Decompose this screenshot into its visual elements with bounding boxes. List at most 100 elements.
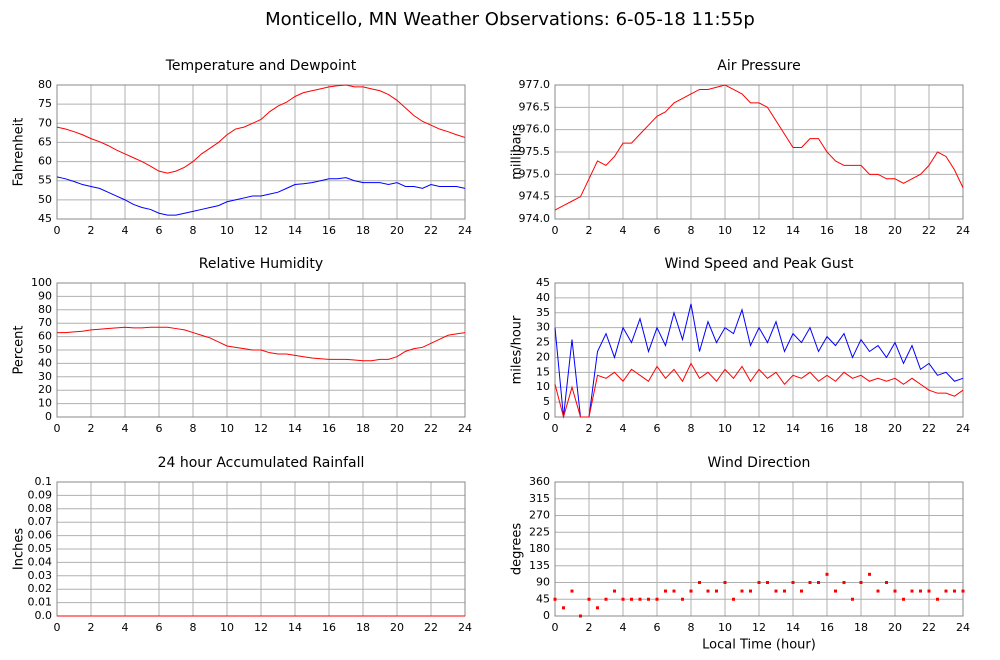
y-tick-label: 45 bbox=[536, 276, 550, 289]
x-tick-label: 22 bbox=[922, 621, 936, 634]
y-tick-label: 70 bbox=[38, 116, 52, 129]
x-tick-label: 4 bbox=[122, 422, 129, 435]
y-tick-label: 0.01 bbox=[28, 596, 53, 609]
x-tick-label: 14 bbox=[786, 422, 800, 435]
x-tick-label: 10 bbox=[220, 621, 234, 634]
x-tick-label: 18 bbox=[356, 224, 370, 237]
y-tick-label: 75 bbox=[38, 97, 52, 110]
data-point bbox=[706, 589, 710, 593]
x-tick-label: 12 bbox=[254, 422, 268, 435]
data-point bbox=[766, 581, 769, 584]
x-tick-label: 22 bbox=[922, 422, 936, 435]
x-tick-label: 8 bbox=[190, 422, 197, 435]
data-point bbox=[562, 606, 565, 610]
y-axis-label: degrees bbox=[510, 523, 525, 576]
x-tick-label: 8 bbox=[190, 621, 197, 634]
y-tick-label: 20 bbox=[536, 350, 550, 363]
y-tick-label: 0.04 bbox=[28, 555, 53, 568]
data-point bbox=[553, 597, 557, 601]
data-line bbox=[554, 362, 964, 419]
x-tick-label: 14 bbox=[288, 422, 302, 435]
data-point bbox=[689, 589, 693, 593]
x-tick-label: 20 bbox=[888, 422, 902, 435]
x-tick-label: 24 bbox=[956, 422, 970, 435]
x-tick-label: 20 bbox=[390, 422, 404, 435]
data-point bbox=[825, 572, 829, 576]
data-line bbox=[56, 176, 466, 216]
y-tick-label: 976.5 bbox=[519, 100, 551, 113]
y-tick-label: 0.07 bbox=[28, 515, 53, 528]
x-tick-label: 8 bbox=[688, 422, 695, 435]
x-tick-label: 2 bbox=[586, 422, 593, 435]
data-point bbox=[817, 581, 820, 584]
x-tick-label: 10 bbox=[718, 224, 732, 237]
panel-title: Relative Humidity bbox=[199, 256, 323, 272]
y-tick-label: 10 bbox=[38, 397, 52, 410]
x-tick-label: 16 bbox=[820, 621, 834, 634]
x-tick-label: 2 bbox=[586, 224, 593, 237]
data-point bbox=[672, 589, 676, 593]
plot-frame bbox=[56, 84, 466, 220]
x-tick-label: 6 bbox=[654, 224, 661, 237]
x-tick-label: 4 bbox=[620, 621, 627, 634]
data-point bbox=[579, 614, 582, 618]
x-tick-label: 0 bbox=[54, 224, 61, 237]
data-point bbox=[621, 597, 625, 601]
y-tick-label: 974.5 bbox=[519, 190, 551, 203]
data-point bbox=[859, 581, 863, 584]
data-point bbox=[910, 589, 914, 593]
x-tick-label: 20 bbox=[888, 621, 902, 634]
y-tick-label: 0.08 bbox=[28, 502, 53, 515]
y-tick-label: 20 bbox=[38, 383, 52, 396]
panel-title: 24 hour Accumulated Rainfall bbox=[158, 455, 365, 471]
y-axis-label: Fahrenheit bbox=[12, 118, 27, 187]
y-tick-label: 974.0 bbox=[519, 212, 551, 225]
x-tick-label: 12 bbox=[254, 621, 268, 634]
data-point bbox=[715, 589, 718, 593]
x-tick-label: 0 bbox=[552, 422, 559, 435]
y-tick-label: 225 bbox=[529, 525, 550, 538]
x-tick-label: 6 bbox=[156, 621, 163, 634]
y-axis-label: millibars bbox=[510, 124, 525, 180]
y-tick-label: 360 bbox=[529, 475, 550, 488]
y-tick-label: 25 bbox=[536, 336, 550, 349]
x-tick-label: 2 bbox=[88, 422, 95, 435]
x-tick-label: 4 bbox=[620, 224, 627, 237]
data-point bbox=[749, 589, 752, 593]
x-tick-label: 2 bbox=[88, 621, 95, 634]
y-tick-label: 40 bbox=[536, 291, 550, 304]
data-point bbox=[732, 597, 735, 601]
panel-title: Wind Direction bbox=[708, 455, 811, 471]
data-point bbox=[664, 589, 667, 593]
data-point bbox=[936, 597, 939, 601]
data-point bbox=[774, 589, 778, 593]
x-tick-label: 0 bbox=[54, 621, 61, 634]
data-point bbox=[834, 589, 837, 593]
x-tick-label: 14 bbox=[786, 621, 800, 634]
x-tick-label: 12 bbox=[752, 224, 766, 237]
x-axis-label: Local Time (hour) bbox=[702, 638, 816, 653]
y-tick-label: 80 bbox=[38, 78, 52, 91]
data-point bbox=[902, 597, 905, 601]
y-tick-label: 0.0 bbox=[35, 609, 53, 622]
x-tick-label: 10 bbox=[718, 422, 732, 435]
x-tick-label: 10 bbox=[220, 422, 234, 435]
data-point bbox=[698, 581, 701, 584]
data-point bbox=[596, 606, 599, 610]
figure-title: Monticello, MN Weather Observations: 6-0… bbox=[265, 9, 755, 30]
plot-frame bbox=[554, 282, 964, 418]
data-point bbox=[604, 597, 608, 601]
x-tick-label: 24 bbox=[458, 422, 472, 435]
x-tick-label: 18 bbox=[854, 422, 868, 435]
x-tick-label: 4 bbox=[620, 422, 627, 435]
y-tick-label: 15 bbox=[536, 365, 550, 378]
x-tick-label: 14 bbox=[288, 621, 302, 634]
y-tick-label: 50 bbox=[38, 343, 52, 356]
x-tick-label: 6 bbox=[654, 422, 661, 435]
x-tick-label: 24 bbox=[956, 621, 970, 634]
x-tick-label: 8 bbox=[688, 621, 695, 634]
plot-frame bbox=[56, 282, 466, 418]
y-tick-label: 40 bbox=[38, 356, 52, 369]
x-tick-label: 18 bbox=[854, 224, 868, 237]
